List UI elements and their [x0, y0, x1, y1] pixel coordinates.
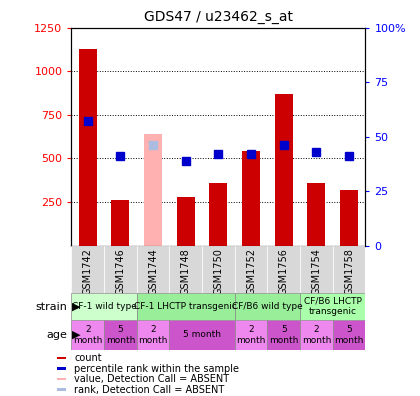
- Text: 2
month: 2 month: [138, 325, 168, 345]
- Text: GSM1744: GSM1744: [148, 248, 158, 295]
- FancyBboxPatch shape: [333, 246, 365, 293]
- FancyBboxPatch shape: [300, 246, 333, 293]
- Text: 5
month: 5 month: [269, 325, 299, 345]
- Text: GSM1750: GSM1750: [213, 248, 223, 295]
- Text: GSM1754: GSM1754: [311, 248, 321, 295]
- Bar: [57, 367, 66, 370]
- FancyBboxPatch shape: [300, 293, 365, 320]
- Bar: [57, 357, 66, 360]
- Text: CF-1 wild type: CF-1 wild type: [72, 302, 136, 311]
- FancyBboxPatch shape: [202, 246, 235, 293]
- Bar: [242, 151, 260, 246]
- FancyBboxPatch shape: [333, 320, 365, 350]
- Bar: [275, 94, 293, 246]
- Text: GSM1752: GSM1752: [246, 248, 256, 295]
- Text: CF-1 LHCTP transgenic: CF-1 LHCTP transgenic: [134, 302, 237, 311]
- Text: rank, Detection Call = ABSENT: rank, Detection Call = ABSENT: [74, 385, 224, 394]
- FancyBboxPatch shape: [268, 320, 300, 350]
- Bar: [144, 134, 162, 246]
- Bar: [307, 183, 326, 246]
- Text: CF/B6 wild type: CF/B6 wild type: [232, 302, 303, 311]
- Text: GSM1758: GSM1758: [344, 248, 354, 295]
- Text: GSM1756: GSM1756: [279, 248, 289, 295]
- FancyBboxPatch shape: [235, 320, 268, 350]
- Bar: [111, 200, 129, 246]
- Text: value, Detection Call = ABSENT: value, Detection Call = ABSENT: [74, 374, 229, 384]
- Text: 2
month: 2 month: [302, 325, 331, 345]
- FancyBboxPatch shape: [169, 246, 202, 293]
- FancyBboxPatch shape: [104, 320, 137, 350]
- Bar: [57, 388, 66, 391]
- Text: 2
month: 2 month: [236, 325, 266, 345]
- Bar: [340, 190, 358, 246]
- Bar: [79, 49, 97, 246]
- Text: 2
month: 2 month: [73, 325, 102, 345]
- FancyBboxPatch shape: [71, 320, 104, 350]
- FancyBboxPatch shape: [300, 320, 333, 350]
- FancyBboxPatch shape: [137, 293, 235, 320]
- FancyBboxPatch shape: [71, 293, 137, 320]
- Text: 5
month: 5 month: [334, 325, 364, 345]
- FancyBboxPatch shape: [71, 246, 104, 293]
- FancyBboxPatch shape: [169, 320, 235, 350]
- Text: CF/B6 LHCTP
transgenic: CF/B6 LHCTP transgenic: [304, 297, 362, 316]
- FancyBboxPatch shape: [137, 246, 169, 293]
- Bar: [210, 183, 227, 246]
- FancyBboxPatch shape: [268, 246, 300, 293]
- Text: ▶: ▶: [72, 330, 81, 340]
- Text: 5
month: 5 month: [106, 325, 135, 345]
- FancyBboxPatch shape: [137, 320, 169, 350]
- Text: ▶: ▶: [72, 301, 81, 312]
- FancyBboxPatch shape: [235, 293, 300, 320]
- Text: GSM1746: GSM1746: [116, 248, 126, 295]
- FancyBboxPatch shape: [235, 246, 268, 293]
- Title: GDS47 / u23462_s_at: GDS47 / u23462_s_at: [144, 10, 293, 24]
- Text: 5 month: 5 month: [183, 330, 221, 339]
- Text: percentile rank within the sample: percentile rank within the sample: [74, 364, 239, 374]
- Text: strain: strain: [35, 301, 67, 312]
- Text: count: count: [74, 353, 102, 363]
- FancyBboxPatch shape: [104, 246, 137, 293]
- Text: GSM1742: GSM1742: [83, 248, 93, 295]
- Text: GSM1748: GSM1748: [181, 248, 191, 295]
- Bar: [177, 197, 195, 246]
- Bar: [57, 378, 66, 381]
- Text: age: age: [46, 330, 67, 340]
